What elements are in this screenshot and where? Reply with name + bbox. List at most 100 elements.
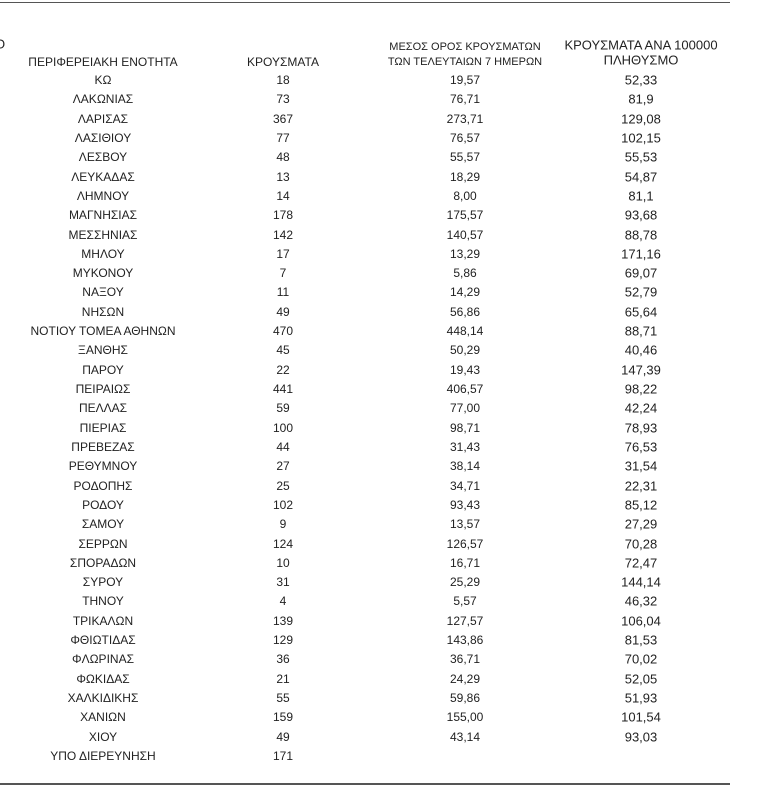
- value-cell: 143,86: [446, 633, 484, 648]
- value-cell: 77,00: [449, 401, 481, 416]
- region-cell: ΛΑΣΙΘΙΟΥ: [74, 130, 132, 145]
- value-cell: 72,47: [624, 555, 658, 571]
- value-cell: 10: [276, 555, 290, 570]
- value-cell: 34,71: [449, 478, 481, 493]
- value-cell: 106,04: [621, 613, 661, 629]
- value-cell: 70,02: [624, 651, 658, 667]
- value-cell: 50,29: [449, 343, 481, 358]
- value-cell: 16,71: [449, 555, 481, 570]
- region-cell: ΛΑΚΩΝΙΑΣ: [72, 92, 134, 107]
- region-cell: ΠΡΕΒΕΖΑΣ: [71, 439, 135, 454]
- region-cell: ΜΑΓΝΗΣΙΑΣ: [68, 208, 138, 223]
- value-cell: 124: [272, 536, 294, 551]
- value-cell: 25,29: [449, 575, 481, 590]
- value-cell: 18: [276, 73, 290, 87]
- value-cell: 76,57: [449, 130, 481, 145]
- value-cell: 129: [272, 633, 294, 648]
- value-cell: 81,1: [628, 188, 654, 204]
- value-cell: 48: [276, 150, 290, 165]
- value-cell: 69,07: [624, 265, 658, 281]
- region-cell: ΞΑΝΘΗΣ: [78, 343, 128, 358]
- value-cell: 77: [276, 130, 290, 145]
- region-cell: ΝΑΞΟΥ: [82, 285, 124, 300]
- value-cell: 159: [272, 710, 294, 725]
- value-cell: 55,53: [624, 149, 658, 165]
- value-cell: 59: [276, 401, 290, 416]
- value-cell: 27,29: [624, 516, 658, 532]
- value-cell: 102,15: [621, 130, 661, 146]
- value-cell: 65,64: [624, 304, 658, 320]
- region-cell: ΣΥΡΟΥ: [82, 575, 124, 590]
- value-cell: 102: [272, 497, 294, 512]
- value-cell: 98,22: [624, 381, 658, 397]
- value-cell: 36: [276, 652, 290, 667]
- value-cell: 44: [276, 439, 290, 454]
- top-rule: [0, 2, 730, 3]
- value-cell: 441: [272, 382, 294, 397]
- value-cell: 88,78: [624, 227, 658, 242]
- value-cell: 142: [272, 227, 294, 242]
- region-cell: ΦΘΙΩΤΙΔΑΣ: [70, 633, 136, 648]
- cut-text: Ο: [0, 37, 5, 52]
- value-cell: 73: [276, 92, 290, 107]
- value-cell: 21: [276, 671, 290, 686]
- value-cell: 31,54: [624, 458, 658, 474]
- value-cell: 25: [276, 478, 290, 493]
- value-cell: 56,86: [449, 304, 481, 319]
- region-cell: ΡΟΔΟΥ: [82, 497, 124, 512]
- region-cell: ΜΥΚΟΝΟΥ: [72, 266, 134, 281]
- value-cell: 81,53: [624, 632, 658, 648]
- value-cell: 22,31: [624, 478, 658, 494]
- value-cell: 14,29: [449, 285, 481, 300]
- value-cell: 367: [272, 111, 294, 126]
- value-cell: 129,08: [621, 111, 661, 127]
- region-cell: ΛΕΥΚΑΔΑΣ: [71, 169, 135, 184]
- value-cell: 11: [276, 285, 290, 300]
- value-cell: 40,46: [624, 342, 658, 358]
- value-cell: 24,29: [449, 671, 481, 686]
- value-cell: 36,71: [449, 652, 481, 667]
- region-cell: ΦΩΚΙΔΑΣ: [76, 671, 130, 686]
- region-cell: ΠΕΛΛΑΣ: [78, 401, 128, 416]
- region-cell: ΧΑΛΚΙΔΙΚΗΣ: [67, 691, 139, 706]
- value-cell: 448,14: [446, 324, 484, 339]
- value-cell: 175,57: [446, 208, 484, 223]
- value-cell: 51,93: [624, 690, 658, 706]
- value-cell: 93,03: [624, 729, 658, 745]
- value-cell: 22: [276, 362, 290, 377]
- value-cell: 76,53: [624, 439, 658, 455]
- value-cell: 14: [276, 188, 290, 203]
- region-cell: ΤΡΙΚΑΛΩΝ: [72, 613, 134, 628]
- value-cell: 27: [276, 459, 290, 474]
- value-cell: 46,32: [624, 593, 658, 609]
- value-cell: 31: [276, 575, 290, 590]
- value-cell: 85,12: [624, 497, 658, 513]
- column-header: ΠΛΗΘΥΣΜΟ: [603, 52, 679, 68]
- value-cell: 8,00: [453, 188, 477, 203]
- bottom-rule: [0, 783, 730, 785]
- value-cell: 406,57: [446, 382, 484, 397]
- value-cell: 9: [279, 517, 287, 532]
- region-cell: ΜΗΛΟΥ: [81, 246, 125, 261]
- region-cell: ΚΩ: [94, 73, 112, 87]
- region-cell: ΡΕΘΥΜΝΟΥ: [68, 459, 138, 474]
- value-cell: 42,24: [624, 400, 658, 416]
- value-cell: 49: [276, 729, 290, 744]
- value-cell: 178: [272, 208, 294, 223]
- column-header: ΠΕΡΙΦΕΡΕΙΑΚΗ ΕΝΟΤΗΤΑ: [28, 55, 178, 69]
- value-cell: 93,43: [449, 497, 481, 512]
- value-cell: 88,71: [624, 323, 658, 339]
- value-cell: 54,87: [624, 169, 658, 185]
- value-cell: 98,71: [449, 420, 481, 435]
- value-cell: 49: [276, 304, 290, 319]
- region-cell: ΡΟΔΟΠΗΣ: [73, 478, 133, 493]
- value-cell: 52,79: [624, 284, 658, 300]
- region-cell: ΜΕΣΣΗΝΙΑΣ: [68, 227, 138, 242]
- region-cell: ΥΠΟ ΔΙΕΡΕΥΝΗΣΗ: [50, 749, 156, 763]
- value-cell: 140,57: [446, 227, 484, 242]
- value-cell: 55: [276, 691, 290, 706]
- value-cell: 31,43: [449, 439, 481, 454]
- region-cell: ΝΟΤΙΟΥ ΤΟΜΕΑ ΑΘΗΝΩΝ: [30, 324, 176, 339]
- value-cell: 45: [276, 343, 290, 358]
- value-cell: 171,16: [621, 246, 661, 262]
